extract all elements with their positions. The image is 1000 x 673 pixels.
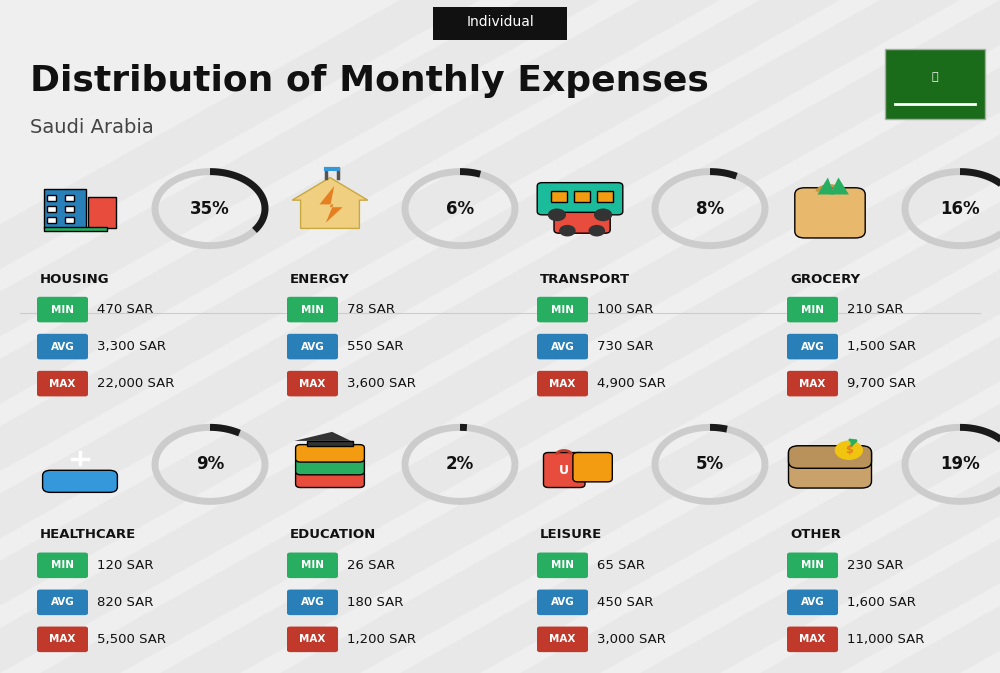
Text: 11,000 SAR: 11,000 SAR: [847, 633, 924, 646]
Text: Individual: Individual: [466, 15, 534, 29]
FancyBboxPatch shape: [44, 189, 86, 228]
Text: AVG: AVG: [801, 342, 824, 351]
Text: MAX: MAX: [799, 635, 826, 644]
Text: 65 SAR: 65 SAR: [597, 559, 645, 572]
FancyBboxPatch shape: [287, 334, 338, 359]
Text: 8%: 8%: [696, 200, 724, 217]
Polygon shape: [640, 0, 1000, 673]
Text: 3,000 SAR: 3,000 SAR: [597, 633, 666, 646]
FancyBboxPatch shape: [433, 7, 567, 40]
FancyBboxPatch shape: [37, 590, 88, 615]
Text: MAX: MAX: [49, 635, 76, 644]
Text: 9,700 SAR: 9,700 SAR: [847, 377, 916, 390]
FancyBboxPatch shape: [65, 206, 74, 212]
Text: MAX: MAX: [299, 379, 326, 388]
Text: EDUCATION: EDUCATION: [290, 528, 376, 541]
Text: 16%: 16%: [940, 200, 980, 217]
Text: 100 SAR: 100 SAR: [597, 303, 653, 316]
FancyBboxPatch shape: [37, 627, 88, 652]
FancyBboxPatch shape: [574, 191, 590, 202]
FancyBboxPatch shape: [47, 217, 56, 223]
FancyBboxPatch shape: [597, 191, 613, 202]
Text: 5,500 SAR: 5,500 SAR: [97, 633, 166, 646]
Text: AVG: AVG: [301, 342, 324, 351]
FancyBboxPatch shape: [537, 553, 588, 578]
FancyBboxPatch shape: [65, 217, 74, 223]
Polygon shape: [292, 178, 368, 228]
Text: LEISURE: LEISURE: [540, 528, 602, 541]
FancyBboxPatch shape: [537, 590, 588, 615]
Text: 1,200 SAR: 1,200 SAR: [347, 633, 416, 646]
FancyBboxPatch shape: [537, 627, 588, 652]
Text: ﷽: ﷽: [932, 73, 938, 82]
Polygon shape: [160, 0, 1000, 673]
Text: AVG: AVG: [51, 342, 74, 351]
Text: MIN: MIN: [301, 305, 324, 314]
Text: TRANSPORT: TRANSPORT: [540, 273, 630, 285]
FancyBboxPatch shape: [287, 590, 338, 615]
Text: MAX: MAX: [549, 635, 576, 644]
Text: 26 SAR: 26 SAR: [347, 559, 395, 572]
Circle shape: [835, 441, 862, 459]
Polygon shape: [0, 0, 960, 673]
Text: 5%: 5%: [696, 456, 724, 473]
Circle shape: [560, 225, 575, 236]
FancyBboxPatch shape: [37, 297, 88, 322]
Text: 1,600 SAR: 1,600 SAR: [847, 596, 916, 609]
FancyBboxPatch shape: [787, 371, 838, 396]
Text: AVG: AVG: [801, 598, 824, 607]
FancyBboxPatch shape: [788, 446, 871, 488]
FancyBboxPatch shape: [47, 195, 56, 201]
FancyBboxPatch shape: [296, 470, 364, 487]
FancyBboxPatch shape: [296, 445, 364, 462]
FancyBboxPatch shape: [787, 297, 838, 322]
Text: GROCERY: GROCERY: [790, 273, 860, 285]
FancyBboxPatch shape: [788, 446, 871, 468]
Polygon shape: [817, 178, 834, 194]
Text: 210 SAR: 210 SAR: [847, 303, 904, 316]
FancyBboxPatch shape: [787, 553, 838, 578]
Text: Distribution of Monthly Expenses: Distribution of Monthly Expenses: [30, 64, 709, 98]
FancyBboxPatch shape: [287, 297, 338, 322]
Polygon shape: [0, 0, 480, 673]
Polygon shape: [760, 0, 1000, 673]
Text: MIN: MIN: [51, 561, 74, 570]
Polygon shape: [520, 0, 1000, 673]
Polygon shape: [0, 0, 600, 673]
FancyBboxPatch shape: [787, 627, 838, 652]
Text: U: U: [559, 464, 569, 476]
Polygon shape: [280, 0, 1000, 673]
Text: Saudi Arabia: Saudi Arabia: [30, 118, 154, 137]
Circle shape: [548, 209, 565, 221]
Text: MIN: MIN: [801, 305, 824, 314]
Text: AVG: AVG: [551, 598, 574, 607]
Text: 4,900 SAR: 4,900 SAR: [597, 377, 666, 390]
Polygon shape: [320, 186, 343, 223]
FancyBboxPatch shape: [885, 49, 985, 120]
Text: 230 SAR: 230 SAR: [847, 559, 904, 572]
Text: MAX: MAX: [549, 379, 576, 388]
Polygon shape: [294, 432, 351, 441]
Text: MIN: MIN: [51, 305, 74, 314]
Text: MAX: MAX: [799, 379, 826, 388]
Polygon shape: [400, 0, 1000, 673]
FancyBboxPatch shape: [554, 213, 610, 233]
FancyBboxPatch shape: [787, 590, 838, 615]
FancyBboxPatch shape: [537, 371, 588, 396]
FancyBboxPatch shape: [573, 452, 612, 482]
FancyBboxPatch shape: [287, 371, 338, 396]
Text: $: $: [845, 446, 853, 455]
Text: MIN: MIN: [301, 561, 324, 570]
FancyBboxPatch shape: [37, 553, 88, 578]
Text: AVG: AVG: [551, 342, 574, 351]
Text: HOUSING: HOUSING: [40, 273, 110, 285]
FancyBboxPatch shape: [537, 334, 588, 359]
FancyBboxPatch shape: [537, 297, 588, 322]
Text: AVG: AVG: [301, 598, 324, 607]
FancyBboxPatch shape: [544, 452, 585, 487]
Polygon shape: [0, 0, 840, 673]
Text: 820 SAR: 820 SAR: [97, 596, 153, 609]
Text: MIN: MIN: [801, 561, 824, 570]
